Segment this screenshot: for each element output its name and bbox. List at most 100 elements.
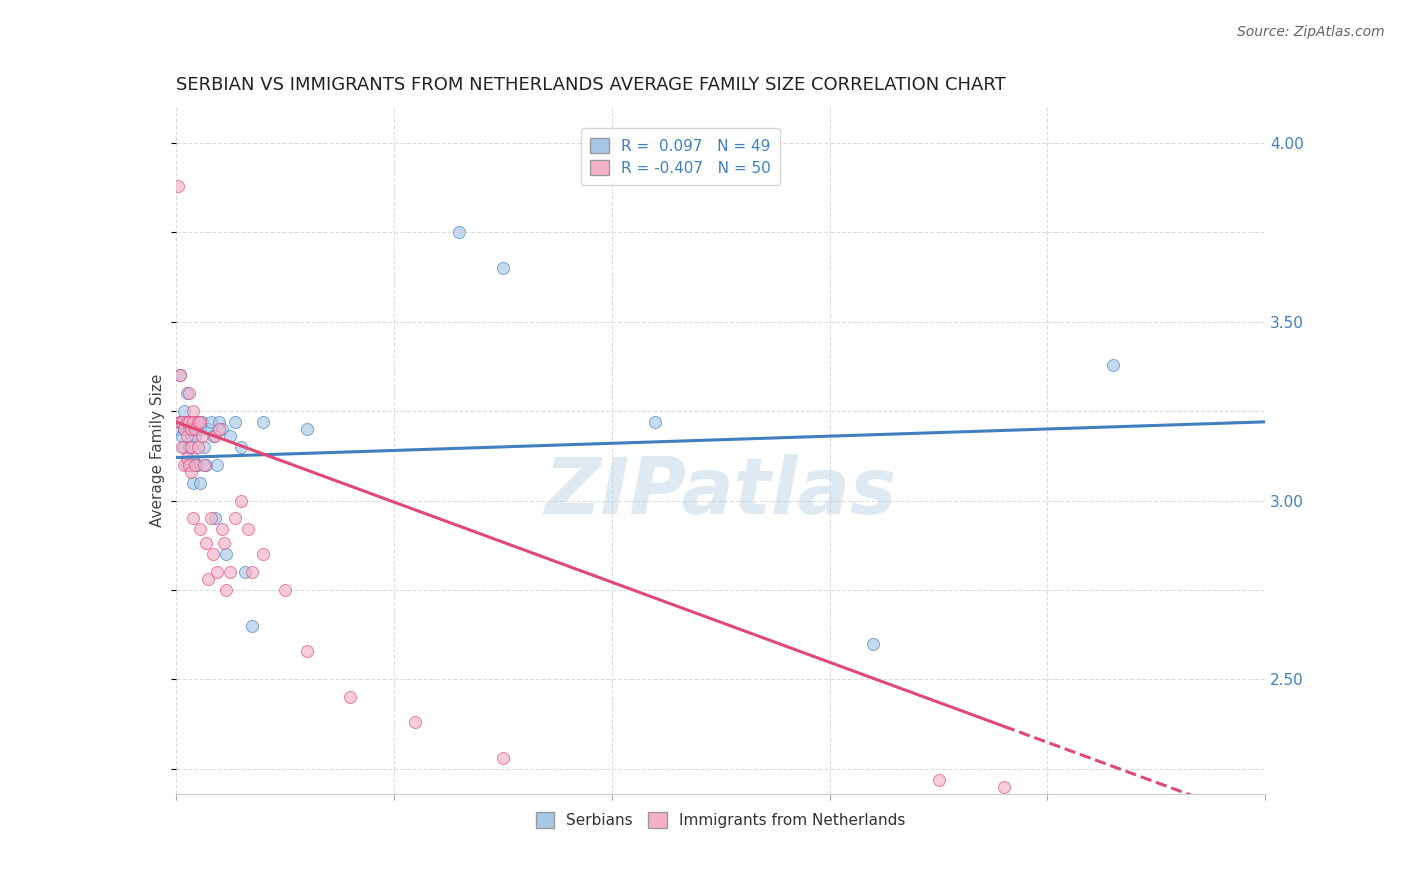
Point (184, 422, 207, 436)
Point (215, 582, 238, 597)
Point (201, 429, 224, 443)
Point (195, 536, 218, 550)
Point (200, 415, 222, 429)
Point (219, 429, 242, 443)
Point (492, 260, 515, 275)
Point (173, 458, 195, 472)
Point (204, 429, 226, 443)
Point (197, 422, 219, 436)
Point (193, 440, 215, 454)
Point (184, 415, 207, 429)
Point (169, 368, 191, 383)
Point (274, 582, 297, 597)
Point (188, 422, 211, 436)
Point (186, 415, 209, 429)
Point (862, 637, 884, 651)
Point (252, 415, 274, 429)
Point (188, 475, 211, 490)
Point (201, 547, 224, 561)
Point (191, 415, 214, 429)
Point (928, 772, 950, 787)
Point (188, 522, 211, 536)
Point (167, 422, 190, 436)
Point (177, 415, 200, 429)
Point (208, 422, 231, 436)
Point (208, 415, 231, 429)
Point (176, 415, 198, 429)
Point (167, 178, 190, 193)
Point (447, 225, 470, 239)
Point (205, 458, 228, 472)
Point (180, 415, 202, 429)
Point (180, 429, 202, 443)
Point (180, 422, 202, 436)
Point (211, 522, 233, 536)
Point (240, 619, 263, 633)
Point (172, 415, 194, 429)
Point (644, 415, 666, 429)
Point (176, 450, 198, 465)
Point (173, 404, 195, 418)
Point (177, 458, 200, 472)
Point (295, 644, 318, 658)
Point (405, 715, 427, 730)
Point (186, 440, 209, 454)
Legend: Serbians, Immigrants from Netherlands: Serbians, Immigrants from Netherlands (530, 806, 911, 834)
Point (236, 522, 259, 536)
Point (176, 458, 198, 472)
Point (177, 440, 200, 454)
Point (224, 415, 246, 429)
Point (177, 386, 200, 401)
Point (212, 536, 235, 550)
Point (172, 415, 194, 429)
Point (211, 422, 233, 436)
Point (169, 415, 191, 429)
Point (180, 458, 202, 472)
Text: SERBIAN VS IMMIGRANTS FROM NETHERLANDS AVERAGE FAMILY SIZE CORRELATION CHART: SERBIAN VS IMMIGRANTS FROM NETHERLANDS A… (176, 77, 1005, 95)
Point (176, 415, 198, 429)
Point (219, 565, 242, 579)
Point (181, 475, 204, 490)
Point (181, 404, 204, 418)
Point (191, 429, 214, 443)
Point (181, 450, 204, 465)
Point (169, 368, 191, 383)
Point (184, 458, 207, 472)
Point (205, 565, 228, 579)
Y-axis label: Average Family Size: Average Family Size (150, 374, 166, 527)
Text: Source: ZipAtlas.com: Source: ZipAtlas.com (1237, 25, 1385, 39)
Point (186, 415, 209, 429)
Point (173, 422, 195, 436)
Point (173, 422, 195, 436)
Point (177, 415, 200, 429)
Point (195, 458, 218, 472)
Point (181, 511, 204, 525)
Point (180, 440, 202, 454)
Point (184, 429, 207, 443)
Point (492, 751, 515, 765)
Point (252, 547, 274, 561)
Point (231, 493, 253, 508)
Point (177, 422, 200, 436)
Point (197, 572, 219, 586)
Point (169, 415, 191, 429)
Point (173, 440, 195, 454)
Point (181, 415, 204, 429)
Point (295, 422, 318, 436)
Point (180, 465, 202, 479)
Point (193, 458, 215, 472)
Point (200, 511, 222, 525)
Point (172, 429, 194, 443)
Point (240, 565, 263, 579)
Point (172, 440, 194, 454)
Point (339, 690, 361, 705)
Point (188, 415, 211, 429)
Point (1102, 358, 1125, 372)
Point (231, 440, 253, 454)
Point (176, 386, 198, 401)
Point (181, 422, 204, 436)
Point (176, 429, 198, 443)
Point (186, 458, 209, 472)
Point (235, 565, 257, 579)
Point (215, 547, 238, 561)
